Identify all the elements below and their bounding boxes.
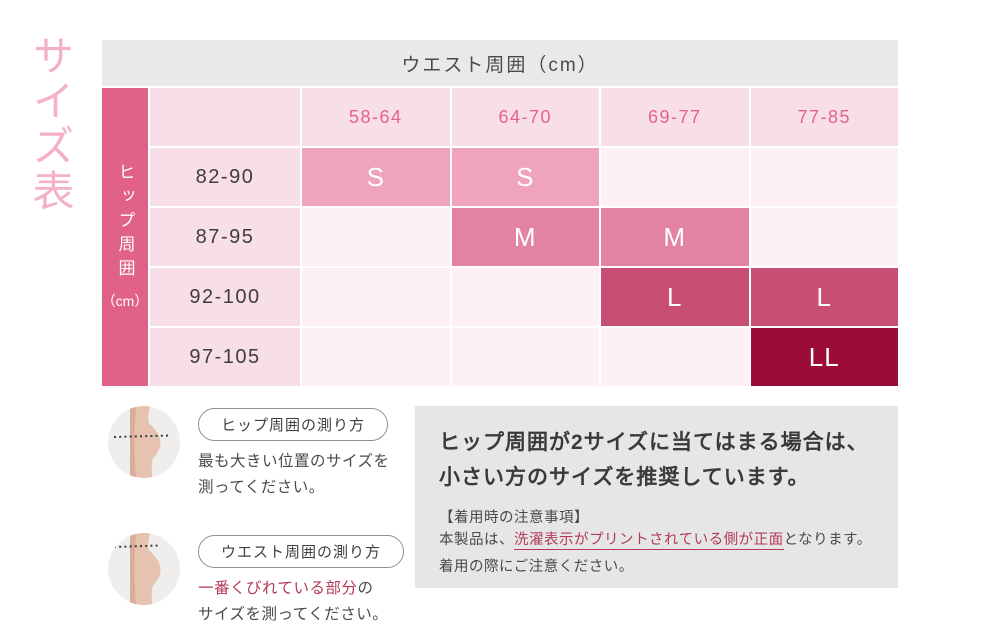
hip-axis-label: ヒップ周囲 （cm） [102, 88, 148, 386]
size-cell-empty [302, 328, 450, 386]
waist-range-header: 64-70 [451, 88, 599, 146]
size-cell-empty [451, 328, 599, 386]
notice-caution-line1: 本製品は、洗濯表示がプリントされている側が正面となります。 [439, 532, 872, 551]
size-cell-M: M [451, 208, 599, 266]
waist-method-highlight: 一番くびれている部分 [198, 580, 358, 598]
hip-method-badge: ヒップ周囲の測り方 [198, 408, 389, 441]
waist-range-header: 69-77 [601, 88, 749, 146]
waist-range-header: 58-64 [302, 88, 450, 146]
hip-axis-unit: （cm） [101, 293, 149, 309]
size-cell-empty [601, 328, 749, 386]
hip-measure-icon [108, 406, 180, 478]
size-cell-M: M [601, 208, 749, 266]
waist-method-badge: ウエスト周囲の測り方 [198, 535, 405, 569]
waist-range-header: 77-85 [750, 88, 898, 146]
size-table: ウエスト周囲（cm） ヒップ周囲 （cm） 58-64 64-70 69-77 77-… [102, 40, 898, 386]
size-cell-empty [601, 148, 749, 206]
hip-range-header: 87-95 [150, 208, 300, 266]
hip-instruction-block: ヒップ周囲の測り方 最も大きい位置のサイズを 測ってください。 [108, 406, 408, 500]
size-cell-LL: LL [750, 328, 898, 386]
size-cell-S: S [451, 148, 599, 206]
page-title: サイズ表 [27, 34, 74, 214]
notice-heading: ヒップ周囲が2サイズに当てはまる場合は、 小さい方のサイズを推奨しています。 [439, 431, 869, 489]
notice-highlight: 洗濯表示がプリントされている側が正面 [514, 532, 784, 551]
size-cell-empty [302, 208, 450, 266]
table-corner-cell [150, 88, 300, 146]
sizing-notice-box: ヒップ周囲が2サイズに当てはまる場合は、 小さい方のサイズを推奨しています。 【… [415, 406, 898, 588]
size-cell-empty [302, 268, 450, 326]
waist-method-text: 一番くびれている部分の サイズを測ってください。 [198, 580, 389, 623]
size-cell-S: S [302, 148, 450, 206]
hip-axis-text: ヒップ周囲 [115, 163, 135, 283]
notice-caution-title: 【着用時の注意事項】 [439, 510, 589, 527]
hip-range-header: 97-105 [150, 328, 300, 386]
waist-axis-title: ウエスト周囲（cm） [102, 40, 898, 86]
size-cell-empty [451, 268, 599, 326]
waist-instruction-block: ウエスト周囲の測り方 一番くびれている部分の サイズを測ってください。 [108, 533, 408, 627]
measuring-instructions: ヒップ周囲の測り方 最も大きい位置のサイズを 測ってください。 ウエスト周囲の測… [108, 406, 408, 627]
hip-range-header: 82-90 [150, 148, 300, 206]
hip-range-header: 92-100 [150, 268, 300, 326]
waist-measure-icon [108, 533, 180, 606]
size-cell-L: L [750, 268, 898, 326]
notice-caution-line2: 着用の際にご注意ください。 [439, 559, 634, 576]
size-cell-L: L [601, 268, 749, 326]
size-cell-empty [750, 208, 898, 266]
size-cell-empty [750, 148, 898, 206]
hip-method-text: 最も大きい位置のサイズを 測ってください。 [198, 453, 390, 496]
